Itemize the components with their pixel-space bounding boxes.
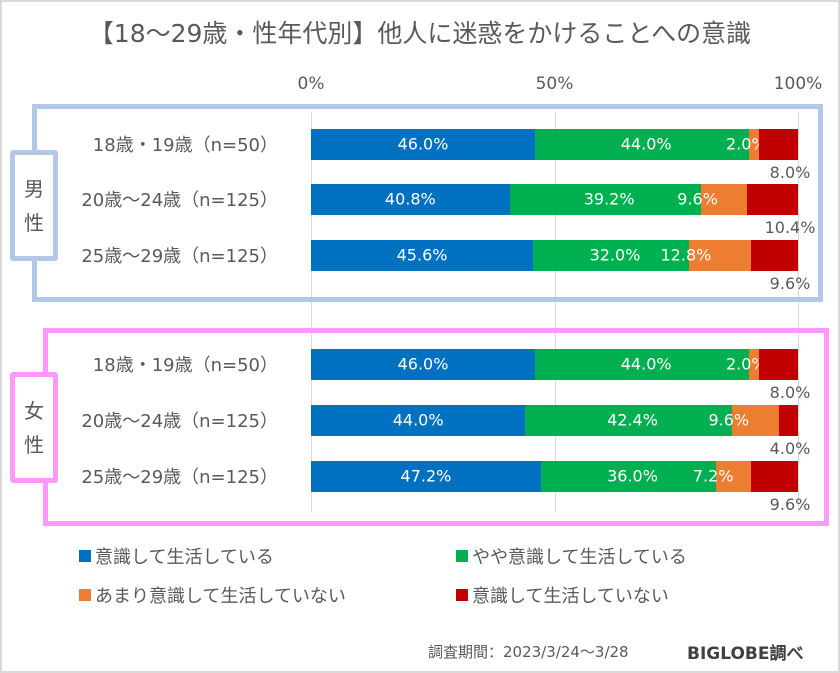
x-tick-label: 0% — [297, 74, 325, 94]
x-tick-label: 50% — [535, 74, 574, 94]
data-label: 4.0% — [769, 438, 811, 458]
data-label: 9.6% — [769, 494, 811, 514]
bar-segment — [751, 460, 798, 492]
chart-title: 【18～29歳・性年代別】他人に迷惑をかけることへの意識 — [88, 19, 752, 48]
legend-label: あまり意識して生活していない — [95, 586, 346, 607]
data-label: 9.6% — [708, 410, 750, 430]
category-label: 20歳～24歳（n=125） — [81, 190, 278, 211]
bar-segment — [311, 183, 510, 215]
data-label: 46.0% — [397, 134, 449, 154]
bar-segment — [311, 404, 526, 436]
data-label: 32.0% — [589, 245, 641, 265]
x-tick-label: 100% — [773, 74, 823, 94]
data-label: 12.8% — [660, 245, 712, 265]
legend-item: 意識して生活している — [79, 543, 274, 569]
group-label-char: 性 — [24, 432, 44, 457]
legend-item: あまり意識して生活していない — [79, 582, 346, 608]
data-label: 44.0% — [620, 354, 672, 374]
bar-segment — [533, 239, 689, 271]
category-label: 25歳～29歳（n=125） — [81, 467, 278, 488]
group-label-char: 女 — [24, 398, 44, 423]
bar-segment — [540, 460, 717, 492]
bar-segment — [749, 128, 760, 160]
legend-label: 意識して生活している — [95, 547, 274, 568]
data-label: 46.0% — [397, 354, 449, 374]
x-gridline — [798, 112, 799, 512]
bar-segment — [311, 239, 534, 271]
x-gridline — [554, 112, 556, 512]
data-label: 36.0% — [607, 466, 658, 486]
category-label: 25歳～29歳（n=125） — [81, 246, 278, 267]
bar-segment — [535, 128, 750, 160]
data-label: 9.6% — [677, 189, 718, 209]
data-label: 40.8% — [384, 189, 436, 209]
bar-segment — [700, 183, 748, 215]
group-label-char: 男 — [24, 176, 44, 201]
bar-segment — [759, 348, 798, 380]
category-label: 20歳～24歳（n=125） — [81, 411, 278, 432]
legend-label: やや意識して生活している — [472, 547, 687, 568]
group-label-female: 女性 — [10, 372, 58, 483]
data-label: 42.4% — [607, 410, 658, 430]
bar-segment — [688, 239, 752, 271]
data-label: 8.0% — [769, 162, 811, 182]
legend-item: やや意識して生活している — [456, 543, 687, 569]
bar-segment — [535, 348, 750, 380]
bar-segment — [778, 404, 798, 436]
bar-segment — [311, 460, 541, 492]
group-label-male: 男性 — [10, 150, 58, 261]
legend-swatch — [456, 550, 468, 562]
survey-period: 調査期間：2023/3/24～3/28 — [428, 643, 629, 661]
data-label: 2.0% — [725, 134, 767, 154]
data-label: 39.2% — [583, 189, 635, 209]
bar-segment — [716, 460, 752, 492]
legend-item: 意識して生活していない — [456, 582, 669, 608]
category-label: 18歳・19歳（n=50） — [92, 355, 278, 376]
data-label: 8.0% — [769, 382, 811, 402]
bar-segment — [747, 183, 798, 215]
bar-segment — [751, 239, 798, 271]
data-label: 10.4% — [764, 217, 816, 237]
data-label: 47.2% — [400, 466, 452, 486]
bar-segment — [509, 183, 701, 215]
legend-swatch — [79, 550, 91, 562]
bar-segment — [311, 128, 536, 160]
legend-swatch — [456, 589, 468, 601]
group-label-char: 性 — [24, 210, 44, 235]
legend-swatch — [79, 589, 91, 601]
category-label: 18歳・19歳（n=50） — [92, 135, 278, 156]
data-label: 45.6% — [396, 245, 448, 265]
legend-label: 意識して生活していない — [472, 586, 669, 607]
x-gridline — [311, 112, 312, 512]
data-label: 44.0% — [620, 134, 672, 154]
bar-segment — [749, 348, 760, 380]
bar-segment — [731, 404, 779, 436]
source-label: BIGLOBE調べ — [687, 644, 804, 664]
data-label: 2.0% — [725, 354, 767, 374]
bar-segment — [525, 404, 732, 436]
bar-segment — [759, 128, 798, 160]
data-label: 7.2% — [692, 466, 734, 486]
data-label: 44.0% — [392, 410, 444, 430]
bar-segment — [311, 348, 536, 380]
data-label: 9.6% — [769, 273, 811, 293]
